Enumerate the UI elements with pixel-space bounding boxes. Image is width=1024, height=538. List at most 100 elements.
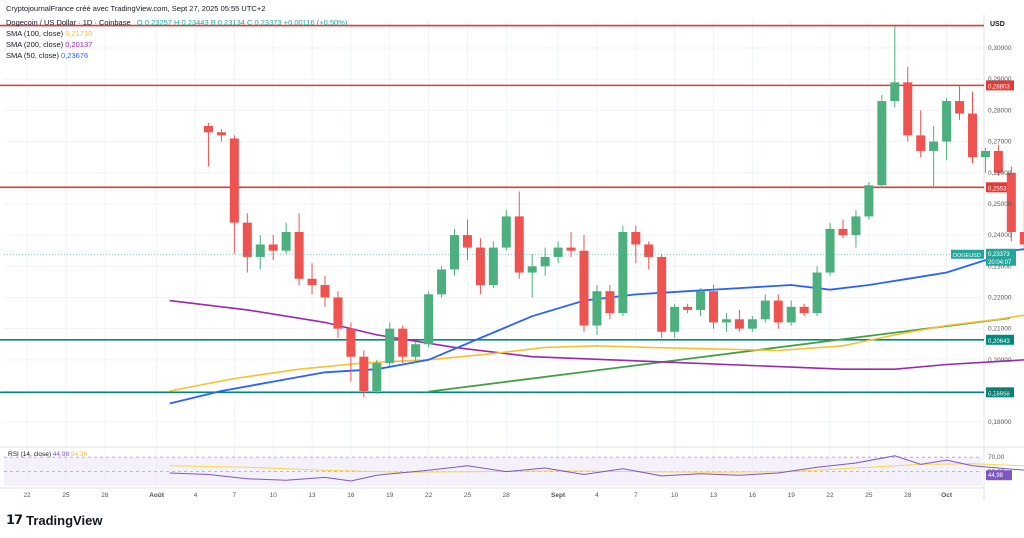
candle-bearish bbox=[203, 126, 213, 133]
candle-bearish bbox=[398, 328, 408, 357]
sma50-line bbox=[169, 248, 1024, 405]
candle-bearish bbox=[242, 222, 252, 257]
candle-bullish bbox=[786, 306, 796, 323]
x-tick-label: 22 bbox=[826, 492, 834, 499]
symbol-ohlc-line: Dogecoin / US Dollar · 1D · Coinbase O 0… bbox=[6, 18, 347, 27]
rsi-ma-value: 54,36 bbox=[71, 451, 88, 458]
candle-bullish bbox=[618, 232, 628, 314]
candle-bullish bbox=[851, 216, 861, 236]
x-tick-label: 16 bbox=[749, 492, 757, 499]
rsi-value-tag-label: 44,98 bbox=[988, 473, 1004, 479]
candle-bullish bbox=[540, 256, 550, 267]
candle-bearish bbox=[514, 216, 524, 273]
y-tick-label: 0,18000 bbox=[988, 419, 1012, 426]
candle-bearish bbox=[955, 101, 965, 114]
candle-bearish bbox=[993, 150, 1003, 173]
candle-bullish bbox=[372, 362, 382, 391]
tradingview-watermark: 𝟭𝟳 TradingView bbox=[6, 512, 102, 528]
x-tick-label: 16 bbox=[347, 492, 355, 499]
x-tick-label: 22 bbox=[24, 492, 32, 499]
rsi-tick-label: 70,00 bbox=[988, 454, 1005, 461]
candle-bearish bbox=[799, 306, 809, 314]
x-tick-label: Sept bbox=[551, 492, 566, 499]
candle-bullish bbox=[437, 269, 447, 295]
candle-bearish bbox=[346, 328, 356, 357]
candle-bullish bbox=[747, 319, 757, 329]
candle-bullish bbox=[411, 344, 421, 357]
x-tick-label: 10 bbox=[270, 492, 278, 499]
candle-bearish bbox=[268, 244, 278, 251]
candle-bullish bbox=[450, 235, 459, 270]
x-tick-label: 4 bbox=[595, 492, 599, 499]
level-tag-label: 0,20643 bbox=[988, 339, 1010, 345]
candle-bearish bbox=[734, 319, 744, 329]
level-tag-support bbox=[986, 387, 1014, 398]
candle-bearish bbox=[294, 232, 304, 279]
x-tick-label: 28 bbox=[503, 492, 511, 499]
x-tick-label: 10 bbox=[671, 492, 679, 499]
candle-bullish bbox=[670, 306, 680, 332]
candle-bearish bbox=[968, 113, 977, 158]
price-tag bbox=[986, 248, 1016, 266]
candle-bearish bbox=[320, 285, 330, 298]
candle-bullish bbox=[281, 232, 291, 251]
x-tick-label: 25 bbox=[464, 492, 472, 499]
x-tick-label: 25 bbox=[62, 492, 70, 499]
sma100-line bbox=[169, 314, 1024, 392]
y-tick-label: 0,22000 bbox=[988, 294, 1012, 301]
currency-label[interactable]: USD bbox=[990, 21, 1005, 28]
sma50-legend[interactable]: SMA (50, close) 0,23676 bbox=[6, 51, 89, 60]
candle-bearish bbox=[605, 291, 615, 314]
candle-bullish bbox=[721, 319, 731, 323]
rsi-legend: RSI (14, close) 44,98 54,36 bbox=[8, 451, 88, 458]
candle-bearish bbox=[475, 247, 485, 285]
price-tag-value: 0,23373 bbox=[988, 252, 1010, 258]
y-tick-label: 0,25000 bbox=[988, 201, 1012, 208]
x-tick-label: Août bbox=[149, 492, 165, 499]
publisher-line: CryptojournalFrance créé avec TradingVie… bbox=[6, 4, 266, 13]
sma200-legend[interactable]: SMA (200, close) 0,20137 bbox=[6, 40, 93, 49]
candle-bearish bbox=[657, 256, 667, 332]
y-tick-label: 0,23000 bbox=[988, 263, 1012, 270]
ohlc-values: O 0,23257 H 0,23443 B 0,23134 C 0,23373 … bbox=[136, 18, 348, 27]
rsi-value: 44,98 bbox=[53, 451, 71, 458]
candle-bearish bbox=[773, 300, 783, 323]
price-tag-countdown: 20:04:07 bbox=[988, 260, 1012, 266]
tradingview-logo-icon: 𝟭𝟳 bbox=[6, 512, 23, 527]
x-tick-label: 7 bbox=[634, 492, 638, 499]
candle-bullish bbox=[553, 247, 563, 257]
y-tick-label: 0,27000 bbox=[988, 139, 1012, 146]
symbol-tag bbox=[951, 249, 984, 259]
x-tick-label: 13 bbox=[710, 492, 718, 499]
rsi-value-tag bbox=[986, 470, 1012, 481]
candle-bearish bbox=[1006, 172, 1016, 232]
x-tick-label: 7 bbox=[233, 492, 237, 499]
candle-bullish bbox=[980, 150, 990, 158]
level-tag-label: 0,25533 bbox=[988, 186, 1010, 192]
candle-bearish bbox=[333, 297, 343, 329]
symbol-name[interactable]: Dogecoin / US Dollar · 1D · Coinbase bbox=[6, 18, 131, 27]
x-tick-label: 22 bbox=[425, 492, 433, 499]
candle-bearish bbox=[307, 278, 317, 285]
level-tag-label: 0,28803 bbox=[988, 84, 1010, 90]
candle-bullish bbox=[501, 216, 511, 248]
level-tag-resistance bbox=[986, 80, 1014, 91]
candle-bullish bbox=[255, 244, 265, 257]
candle-bearish bbox=[229, 138, 239, 223]
candle-bearish bbox=[644, 244, 654, 257]
x-tick-label: 25 bbox=[865, 492, 873, 499]
candle-bullish bbox=[527, 266, 537, 273]
candle-bearish bbox=[462, 235, 472, 248]
y-tick-label: 0,29000 bbox=[988, 76, 1012, 83]
candle-bullish bbox=[890, 82, 900, 102]
sma100-legend[interactable]: SMA (100, close) 0,21710 bbox=[6, 29, 93, 38]
y-tick-label: 0,24000 bbox=[988, 232, 1012, 239]
candle-bearish bbox=[359, 356, 369, 391]
candle-bearish bbox=[216, 132, 226, 136]
x-tick-label: Oct bbox=[941, 492, 953, 499]
level-tag-label: 0,18958 bbox=[988, 391, 1010, 397]
candle-bearish bbox=[683, 306, 693, 310]
candle-bullish bbox=[812, 272, 822, 314]
x-tick-label: 28 bbox=[904, 492, 912, 499]
